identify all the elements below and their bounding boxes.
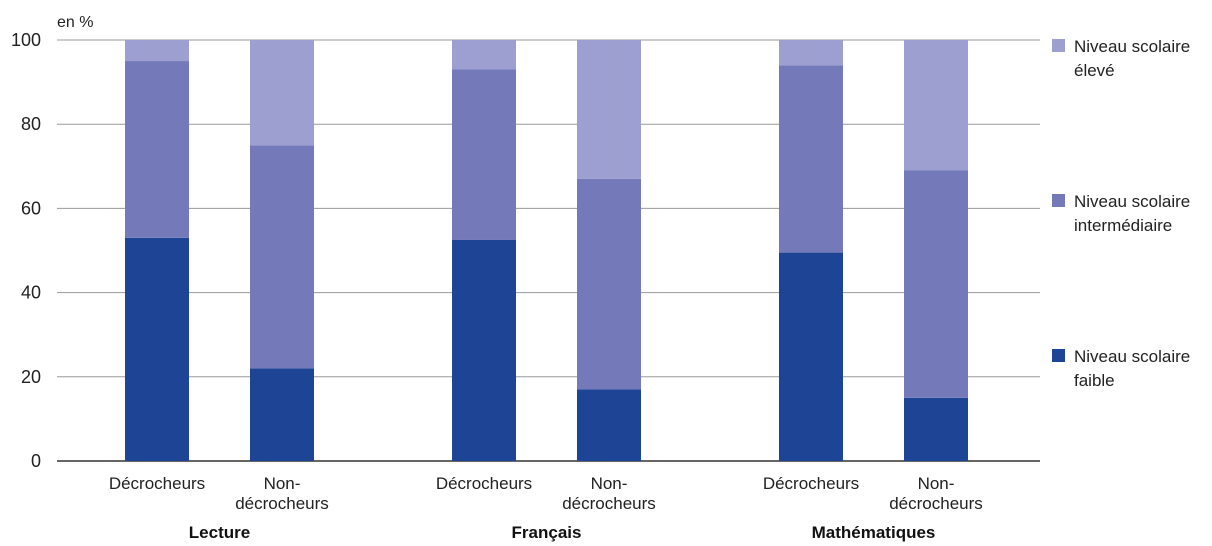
y-axis: en % 0 20 40 60 80 100: [11, 14, 94, 471]
x-group-label: Français: [512, 523, 582, 542]
bar-segment: [577, 389, 641, 461]
bar-segment: [250, 145, 314, 369]
bar-segment: [125, 40, 189, 62]
legend-swatch: [1052, 39, 1065, 52]
y-tick-label: 80: [21, 114, 41, 134]
bar-segment: [779, 65, 843, 253]
x-category-label: Décrocheurs: [763, 474, 859, 493]
x-category-label: Non-: [264, 474, 301, 493]
bar-segment: [779, 252, 843, 461]
x-category-label: décrocheurs: [235, 494, 329, 513]
y-unit-label: en %: [57, 14, 93, 31]
x-category-label: Décrocheurs: [436, 474, 532, 493]
legend-swatch: [1052, 349, 1065, 362]
gridlines: [57, 39, 1040, 462]
bar-segment: [125, 237, 189, 461]
legend-label: Niveau scolaire: [1074, 37, 1190, 56]
y-tick-label: 60: [21, 198, 41, 218]
bars: [125, 40, 968, 461]
bar-segment: [452, 239, 516, 461]
x-group-label: Mathématiques: [812, 523, 936, 542]
bar-segment: [250, 40, 314, 146]
y-tick-label: 20: [21, 367, 41, 387]
bar-segment: [577, 40, 641, 179]
legend-swatch: [1052, 194, 1065, 207]
legend-label: intermédiaire: [1074, 216, 1172, 235]
x-category-label: Non-: [918, 474, 955, 493]
legend: Niveau scolaire élevé Niveau scolaire inter…: [1052, 37, 1190, 390]
x-category-label: Non-: [591, 474, 628, 493]
y-tick-label: 0: [31, 451, 41, 471]
bar-segment: [779, 40, 843, 66]
x-category-label: Décrocheurs: [109, 474, 205, 493]
bar-segment: [125, 61, 189, 238]
bar-segment: [904, 170, 968, 398]
x-axis-labels: Décrocheurs Non-décrocheurs Lecture Décroch…: [109, 474, 983, 542]
legend-label: Niveau scolaire: [1074, 347, 1190, 366]
bar-segment: [250, 368, 314, 461]
bar-segment: [452, 69, 516, 240]
bar-segment: [904, 40, 968, 171]
bar-segment: [577, 178, 641, 390]
y-tick-label: 40: [21, 283, 41, 303]
x-group-label: Lecture: [189, 523, 250, 542]
x-category-label: décrocheurs: [562, 494, 656, 513]
y-tick-label: 100: [11, 30, 41, 50]
legend-label: faible: [1074, 371, 1115, 390]
x-category-label: décrocheurs: [889, 494, 983, 513]
legend-label: élevé: [1074, 61, 1115, 80]
bar-segment: [452, 40, 516, 70]
bar-segment: [904, 397, 968, 461]
legend-label: Niveau scolaire: [1074, 192, 1190, 211]
